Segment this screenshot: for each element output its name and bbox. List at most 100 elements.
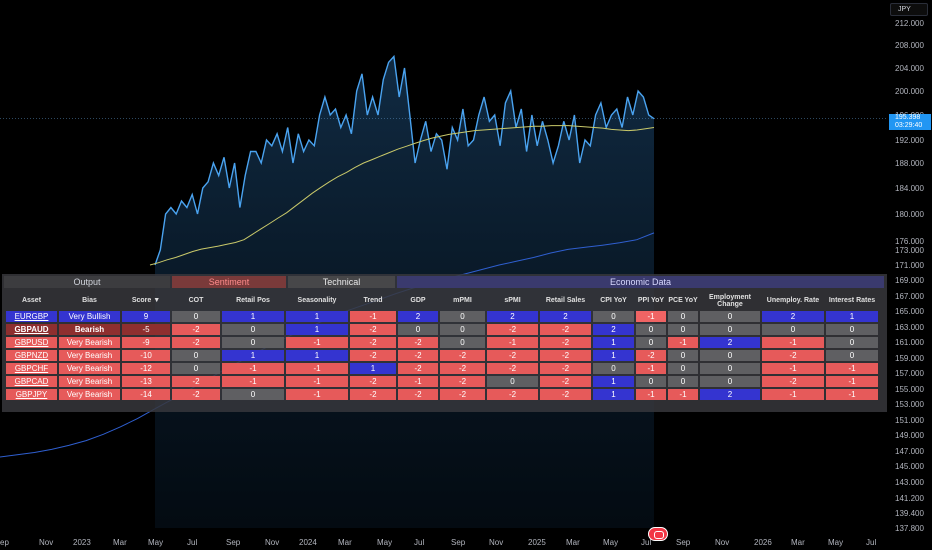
cell-unemploy-rate: -1 <box>762 337 824 348</box>
x-axis-tick-label: Nov <box>715 538 729 547</box>
cell-bias: Very Bullish <box>59 311 120 322</box>
asset-link[interactable]: GBPJPY <box>6 389 57 400</box>
cell-gdp: 2 <box>398 311 438 322</box>
table-row: GBPNZD Very Bearish -10 0 1 1 -2 -2 -2 -2 -2 1 -2 0 0-… <box>6 350 878 361</box>
x-axis-tick-label: May <box>828 538 843 547</box>
cell-spmi: -2 <box>487 350 538 361</box>
cell-ppi-yoy: -2 <box>636 350 666 361</box>
column-header-retail-sales: Retail Sales <box>545 297 586 304</box>
y-axis-tick-label: 139.400 <box>895 509 924 518</box>
cell-employment-change: 2 <box>700 337 760 348</box>
x-axis-tick-label: Jul <box>641 538 651 547</box>
tradingview-logo-icon[interactable] <box>648 527 668 541</box>
cell-retail-sales: -2 <box>540 324 591 335</box>
table-row: GBPCHF Very Bearish -12 0 -1 -1 1 -2 -2 -2 -2 0 -1 0 0… <box>6 363 878 374</box>
current-price-value: 195.398 <box>895 114 921 121</box>
y-axis-tick-label: 161.000 <box>895 338 924 347</box>
cell-retail-pos: 1 <box>222 311 284 322</box>
cell-score: -13 <box>122 376 170 387</box>
table-row: GBPCAD Very Bearish -13 -2 -1 -1 -2 -1 -2 0 -2 1 0 0 0… <box>6 376 878 387</box>
y-axis-tick-label: 208.000 <box>895 41 924 50</box>
cell-spmi: -1 <box>487 337 538 348</box>
cell-pce-yoy: -1 <box>668 337 698 348</box>
x-axis-tick-label: Mar <box>566 538 580 547</box>
cell-interest-rates: 1 <box>826 311 878 322</box>
cell-spmi: 2 <box>487 311 538 322</box>
cell-bias: Bearish <box>59 324 120 335</box>
asset-link[interactable]: GBPUSD <box>6 337 57 348</box>
column-header-interest-rates: Interest Rates <box>828 297 876 304</box>
x-axis-tick-label: 2023 <box>73 538 91 547</box>
y-axis-tick-label: 157.000 <box>895 369 924 378</box>
column-header-cot: COT <box>188 297 204 304</box>
cell-ppi-yoy: 0 <box>636 337 666 348</box>
x-axis-tick-label: Jul <box>187 538 197 547</box>
cell-retail-pos: 0 <box>222 389 284 400</box>
cell-cot: -2 <box>172 389 220 400</box>
cell-unemploy-rate: -1 <box>762 389 824 400</box>
cell-retail-pos: 1 <box>222 350 284 361</box>
table-row: GBPUSD Very Bearish -9 -2 0 -1 -2 -2 0 -1 -2 1 0 -1 2-… <box>6 337 878 348</box>
cell-gdp: -2 <box>398 337 438 348</box>
cell-mpmi: 0 <box>440 311 485 322</box>
y-axis-tick-label: 155.000 <box>895 385 924 394</box>
column-header-bias: Bias <box>82 297 97 304</box>
cell-unemploy-rate: -2 <box>762 376 824 387</box>
cell-seasonality: 1 <box>286 350 348 361</box>
cell-employment-change: 0 <box>700 324 760 335</box>
bar-countdown: 03:29:40 <box>895 122 923 129</box>
asset-link[interactable]: GBPNZD <box>6 350 57 361</box>
y-axis-tick-label: 163.000 <box>895 323 924 332</box>
x-axis-tick-label: May <box>148 538 163 547</box>
y-axis-tick-label: 147.000 <box>895 447 924 456</box>
cell-pce-yoy: -1 <box>668 389 698 400</box>
y-axis-tick-label: 167.000 <box>895 292 924 301</box>
economic-dashboard-table: Output Sentiment Technical Economic Data… <box>2 274 887 412</box>
y-axis-tick-label: 176.000 <box>895 237 924 246</box>
cell-retail-pos: -1 <box>222 376 284 387</box>
x-axis-tick-label: Mar <box>791 538 805 547</box>
cell-employment-change: 0 <box>700 363 760 374</box>
y-axis-tick-label: 212.000 <box>895 19 924 28</box>
column-header-score[interactable]: Score ▼ <box>131 297 161 304</box>
column-header-employment-change: Employment Change <box>708 293 751 308</box>
cell-retail-sales: -2 <box>540 337 591 348</box>
column-header-cpi-yoy: CPI YoY <box>600 297 627 304</box>
category-sentiment: Sentiment <box>172 276 286 288</box>
cell-spmi: 0 <box>487 376 538 387</box>
cell-score: 9 <box>122 311 170 322</box>
cell-trend: -2 <box>350 324 396 335</box>
cell-gdp: 0 <box>398 324 438 335</box>
cell-mpmi: 0 <box>440 324 485 335</box>
data-grid: Asset Bias Score ▼ COT Retail Pos Seasonality… <box>4 290 880 402</box>
cell-interest-rates: 0 <box>826 350 878 361</box>
cell-unemploy-rate: -2 <box>762 350 824 361</box>
x-axis-tick-label: May <box>603 538 618 547</box>
cell-cpi-yoy: 1 <box>593 376 634 387</box>
asset-link[interactable]: EURGBP <box>6 311 57 322</box>
cell-bias: Very Bearish <box>59 389 120 400</box>
category-economic-data: Economic Data <box>397 276 884 288</box>
asset-link[interactable]: GBPCHF <box>6 363 57 374</box>
symbol-selector-button[interactable]: JPY <box>890 3 928 16</box>
x-axis-tick-label: May <box>377 538 392 547</box>
cell-score: -10 <box>122 350 170 361</box>
cell-spmi: -2 <box>487 389 538 400</box>
cell-seasonality: -1 <box>286 337 348 348</box>
column-header-pce-yoy: PCE YoY <box>668 297 698 304</box>
y-axis-tick-label: 180.000 <box>895 210 924 219</box>
asset-link[interactable]: GBPCAD <box>6 376 57 387</box>
column-header-mpmi: mPMI <box>453 297 472 304</box>
x-axis-tick-label: 2024 <box>299 538 317 547</box>
table-row: EURGBP Very Bullish 9 0 1 1 -1 2 0 2 2 0 -1 0 0 2 1 <box>6 311 878 322</box>
asset-link[interactable]: GBPAUD <box>6 324 57 335</box>
cell-retail-sales: -2 <box>540 363 591 374</box>
cell-pce-yoy: 0 <box>668 376 698 387</box>
y-axis-tick-label: 188.000 <box>895 159 924 168</box>
cell-gdp: -2 <box>398 389 438 400</box>
x-axis-tick-label: Nov <box>489 538 503 547</box>
cell-mpmi: -2 <box>440 363 485 374</box>
column-header-ppi-yoy: PPI YoY <box>637 297 665 304</box>
cell-retail-sales: -2 <box>540 376 591 387</box>
cell-employment-change: 2 <box>700 389 760 400</box>
